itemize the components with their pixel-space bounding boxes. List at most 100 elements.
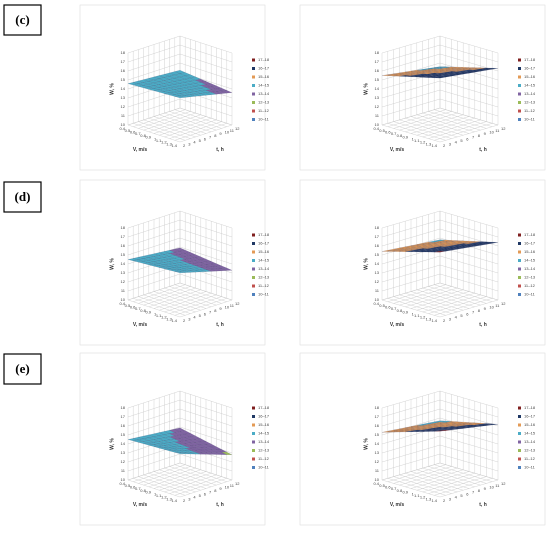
- legend-swatch: [252, 293, 255, 296]
- x-axis-title: V, m/s: [390, 502, 404, 508]
- legend-label: 16–17: [258, 241, 270, 246]
- legend-label: 16–17: [524, 414, 536, 419]
- z-tick-label: 18: [375, 225, 380, 230]
- y-axis-title: t, h: [216, 322, 224, 328]
- legend-swatch: [252, 92, 255, 96]
- x-tick-label: 0.6: [385, 304, 391, 309]
- grid-line: [381, 299, 441, 318]
- z-tick-label: 10: [121, 477, 126, 482]
- y-tick-label: 7: [472, 135, 475, 140]
- z-tick-label: 13: [375, 270, 380, 275]
- grid-line: [159, 469, 212, 487]
- y-tick-label: 3: [449, 141, 452, 146]
- z-tick-label: 11: [121, 288, 126, 293]
- legend-swatch: [518, 457, 521, 461]
- legend-label: 15–16: [524, 74, 536, 79]
- legend-label: 13–14: [258, 439, 270, 444]
- z-tick-label: 17: [121, 414, 126, 419]
- z-tick-label: 10: [121, 122, 126, 127]
- grid-line: [387, 478, 446, 496]
- x-tick-label: 1.4: [171, 498, 177, 503]
- y-tick-label: 7: [209, 310, 212, 315]
- x-tick-label: 0.8: [140, 133, 146, 138]
- legend-label: 17–18: [524, 232, 536, 237]
- legend-label: 12–13: [524, 275, 536, 280]
- z-tick-label: 18: [121, 50, 126, 55]
- legend-label: 15–16: [258, 74, 270, 79]
- grid-line: [164, 467, 217, 486]
- y-axis-title: t, h: [479, 147, 487, 153]
- z-tick-label: 17: [375, 414, 380, 419]
- z-tick-label: 12: [121, 459, 126, 464]
- y-tick-label: 10: [489, 304, 494, 309]
- x-tick-label: 1.1: [156, 138, 162, 143]
- grid-line: [410, 471, 470, 489]
- z-tick-label: 13: [375, 95, 380, 100]
- x-tick-label: 0.9: [402, 310, 408, 315]
- x-tick-label: 1.2: [161, 140, 167, 145]
- z-tick-label: 11: [375, 468, 380, 473]
- panel-label: (e): [15, 361, 29, 376]
- grid-line: [169, 466, 222, 484]
- z-tick-label: 16: [375, 68, 380, 73]
- legend-swatch: [252, 466, 255, 469]
- y-tick-label: 4: [455, 140, 458, 145]
- y-tick-label: 2: [183, 318, 186, 323]
- legend-label: 14–15: [524, 83, 536, 88]
- grid-line: [138, 121, 191, 139]
- y-tick-label: 9: [219, 486, 222, 491]
- grid-line: [434, 109, 493, 127]
- z-axis-title: W, %: [109, 438, 115, 450]
- grid-line: [153, 116, 207, 134]
- grid-line: [159, 114, 212, 132]
- y-tick-label: 3: [188, 141, 191, 146]
- y-tick-label: 6: [466, 491, 469, 496]
- y-tick-label: 5: [460, 493, 463, 498]
- x-tick-label: 1.4: [171, 143, 177, 148]
- legend-swatch: [518, 432, 521, 435]
- y-tick-label: 6: [204, 491, 207, 496]
- legend-label: 12–13: [258, 275, 270, 280]
- z-tick-label: 16: [375, 423, 380, 428]
- legend-swatch: [518, 449, 521, 452]
- z-tick-label: 12: [375, 279, 380, 284]
- x-tick-label: 0.5: [125, 128, 131, 133]
- z-tick-label: 13: [121, 450, 126, 455]
- y-tick-label: 5: [199, 493, 202, 498]
- legend-label: 14–15: [524, 431, 536, 436]
- grid-line: [434, 284, 493, 302]
- y-tick-label: 2: [443, 498, 446, 503]
- z-tick-label: 16: [375, 243, 380, 248]
- x-tick-label: 1.3: [426, 316, 432, 321]
- surface-cell: [221, 451, 233, 455]
- z-axis-title: W, %: [363, 83, 369, 95]
- legend-swatch: [518, 423, 521, 427]
- y-axis-title: t, h: [479, 502, 487, 508]
- z-tick-label: 15: [121, 252, 126, 257]
- x-tick-label: 0.6: [385, 129, 391, 134]
- surface-cell: [486, 241, 499, 244]
- legend-swatch: [518, 75, 521, 79]
- x-tick-label: 1.4: [431, 318, 437, 323]
- grid-line: [148, 118, 201, 136]
- x-tick-label: 0.4: [373, 481, 379, 486]
- x-tick-label: 1.4: [431, 498, 437, 503]
- z-tick-label: 12: [375, 459, 380, 464]
- x-tick-label: 1: [412, 491, 415, 496]
- y-tick-label: 12: [501, 126, 506, 131]
- grid-line: [410, 116, 470, 134]
- legend-label: 16–17: [524, 241, 536, 246]
- x-tick-label: 0.5: [125, 303, 131, 308]
- z-axis-title: W, %: [363, 438, 369, 450]
- legend-swatch: [252, 440, 255, 444]
- grid-line: [428, 286, 487, 304]
- legend-label: 10–11: [258, 117, 270, 122]
- x-tick-label: 0.4: [373, 301, 379, 306]
- grid-line: [387, 298, 446, 316]
- y-tick-label: 3: [188, 496, 191, 501]
- x-tick-label: 0.7: [135, 306, 141, 311]
- x-tick-label: 0.5: [379, 483, 385, 488]
- legend-label: 11–12: [524, 456, 536, 461]
